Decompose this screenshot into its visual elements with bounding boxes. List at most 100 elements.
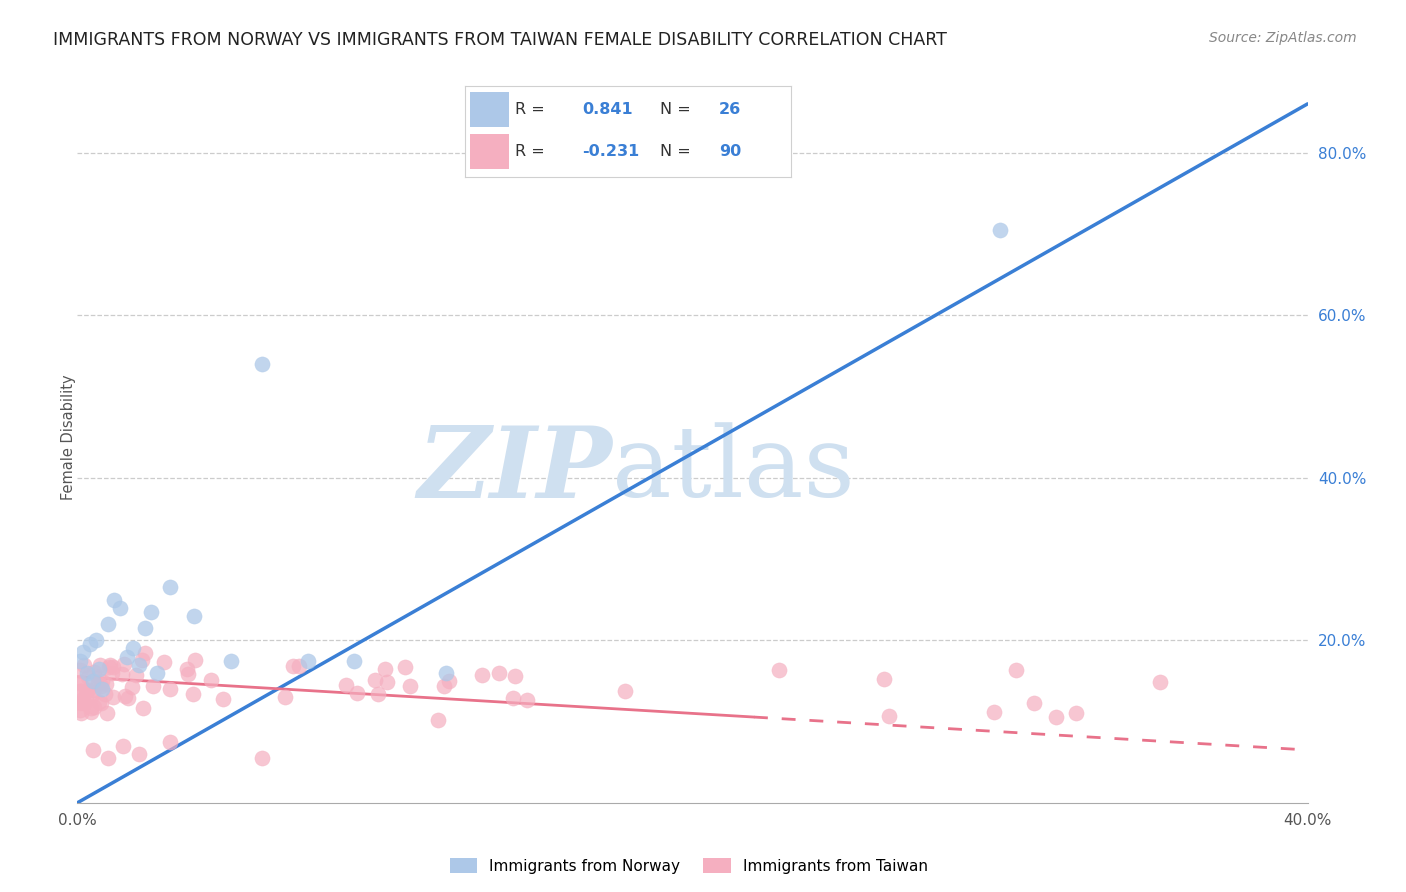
Point <box>516 693 538 707</box>
Point <box>69 684 91 698</box>
Point <box>219 654 242 668</box>
Point <box>488 665 510 680</box>
Point <box>75 684 97 698</box>
Point <box>79 705 101 719</box>
Point <box>87 662 110 676</box>
Point <box>364 673 387 688</box>
Point <box>114 689 136 703</box>
Point <box>613 683 636 698</box>
Point <box>90 679 112 693</box>
Point <box>297 654 319 668</box>
Point <box>79 637 101 651</box>
Point <box>69 703 91 717</box>
Point <box>146 665 169 680</box>
Point <box>97 617 120 632</box>
Point <box>117 690 139 705</box>
Point <box>1064 706 1087 720</box>
Point <box>183 653 205 667</box>
Point <box>1024 697 1046 711</box>
Point <box>96 677 118 691</box>
Point <box>73 657 96 672</box>
Point <box>83 665 105 679</box>
Point <box>93 687 115 701</box>
Point <box>988 223 1011 237</box>
Point <box>70 706 93 721</box>
Point <box>200 673 222 687</box>
Point <box>70 684 93 698</box>
Point <box>1005 664 1028 678</box>
Point <box>121 680 143 694</box>
Point <box>159 682 181 697</box>
Point <box>399 679 422 693</box>
Point <box>87 670 110 684</box>
Point <box>89 657 111 672</box>
Point <box>110 600 132 615</box>
Point <box>176 663 198 677</box>
Point <box>1149 675 1171 690</box>
Point <box>76 682 98 697</box>
Point <box>83 682 105 697</box>
Point <box>343 654 366 668</box>
Point <box>91 674 114 689</box>
Point <box>101 665 124 680</box>
Point <box>983 705 1005 719</box>
Point <box>111 667 134 681</box>
Point <box>101 690 124 705</box>
Point <box>183 608 205 623</box>
Point <box>159 581 181 595</box>
Point <box>72 695 94 709</box>
Point <box>141 605 163 619</box>
Text: ZIP: ZIP <box>418 422 613 518</box>
Point <box>288 659 311 673</box>
Point <box>346 686 368 700</box>
Point <box>394 660 416 674</box>
Point <box>112 739 135 753</box>
Point <box>374 662 396 676</box>
Point <box>112 657 135 672</box>
Text: Source: ZipAtlas.com: Source: ZipAtlas.com <box>1209 31 1357 45</box>
Point <box>274 690 297 704</box>
Point <box>121 641 143 656</box>
Point <box>84 633 107 648</box>
Point <box>90 696 112 710</box>
Point <box>73 696 96 710</box>
Point <box>69 654 91 668</box>
Point <box>83 699 105 714</box>
Point <box>872 673 894 687</box>
Point <box>503 669 526 683</box>
Point <box>82 673 104 688</box>
Point <box>128 657 150 672</box>
Point <box>250 751 273 765</box>
Point <box>250 357 273 371</box>
Point <box>211 692 233 706</box>
Point <box>134 646 156 660</box>
Point <box>96 706 118 720</box>
Point <box>98 657 121 672</box>
Point <box>142 679 165 693</box>
Point <box>177 667 200 681</box>
Point <box>367 687 389 701</box>
Point <box>128 747 150 761</box>
Point <box>115 649 138 664</box>
Text: IMMIGRANTS FROM NORWAY VS IMMIGRANTS FROM TAIWAN FEMALE DISABILITY CORRELATION C: IMMIGRANTS FROM NORWAY VS IMMIGRANTS FRO… <box>53 31 948 49</box>
Point <box>90 681 114 696</box>
Point <box>134 621 156 635</box>
Point <box>82 688 104 702</box>
Point <box>502 691 524 706</box>
Point <box>125 668 148 682</box>
Point <box>131 653 153 667</box>
Point <box>69 663 91 677</box>
Point <box>153 655 176 669</box>
Point <box>426 713 449 727</box>
Point <box>101 660 124 674</box>
Point <box>377 675 399 690</box>
Point <box>437 673 460 688</box>
Point <box>181 687 204 701</box>
Point <box>433 679 456 693</box>
Point <box>97 751 120 765</box>
Point <box>281 659 304 673</box>
Point <box>87 676 110 690</box>
Point <box>72 645 94 659</box>
Point <box>75 689 97 703</box>
Point <box>72 692 94 706</box>
